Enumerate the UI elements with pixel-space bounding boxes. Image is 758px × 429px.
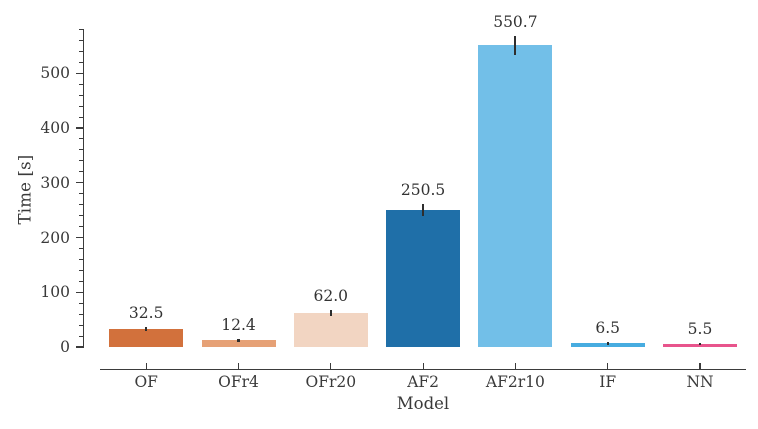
y-minor-tick (79, 83, 83, 85)
y-tick-label: 100 (40, 283, 70, 302)
x-tick-label-AF2r10: AF2r10 (485, 373, 545, 391)
x-tick (237, 362, 240, 369)
y-minor-tick (79, 160, 83, 162)
y-minor-tick (79, 258, 83, 260)
y-major-tick (76, 236, 83, 239)
y-tick-label: 500 (40, 64, 70, 83)
x-tick-label-OFr4: OFr4 (218, 373, 259, 391)
x-tick (422, 362, 424, 369)
error-bar-OFr20 (329, 309, 332, 317)
x-tick-label-AF2: AF2 (407, 373, 439, 391)
x-tick (330, 362, 332, 369)
bar-OF (109, 329, 184, 347)
x-tick (514, 362, 517, 369)
y-major-tick (76, 182, 83, 184)
x-tick-label-IF: IF (599, 373, 617, 391)
y-minor-tick (79, 302, 83, 304)
error-bar-AF2 (422, 203, 425, 216)
y-tick-label: 0 (60, 338, 70, 356)
y-major-tick (76, 72, 83, 74)
y-minor-tick (79, 39, 83, 41)
y-minor-tick (79, 313, 83, 315)
y-minor-tick (79, 269, 83, 271)
value-label-NN: 5.5 (687, 320, 713, 339)
bar-OFr20 (293, 313, 368, 347)
bar-OFr4 (201, 340, 276, 347)
x-axis-spine (100, 368, 746, 370)
y-minor-tick (79, 226, 83, 228)
x-tick (699, 362, 701, 369)
y-minor-tick (79, 324, 83, 326)
y-minor-tick (79, 116, 83, 118)
y-minor-tick (79, 94, 83, 96)
bar-IF (570, 343, 645, 347)
y-minor-tick (79, 50, 83, 52)
y-major-tick (76, 346, 83, 348)
x-tick-label-NN: NN (686, 373, 714, 391)
y-major-tick (76, 127, 83, 129)
y-major-tick (76, 291, 83, 293)
y-tick-label: 300 (40, 173, 70, 192)
x-axis-title: Model (396, 394, 450, 413)
value-label-OF: 32.5 (128, 304, 164, 323)
x-tick-label-OFr20: OFr20 (305, 373, 357, 391)
y-tick-label: 200 (40, 228, 70, 247)
y-minor-tick (79, 193, 83, 195)
error-bar-NN (698, 343, 702, 345)
y-axis-spine (83, 29, 85, 348)
y-minor-tick (79, 171, 83, 173)
error-bar-OFr4 (237, 338, 240, 342)
y-minor-tick (79, 105, 83, 107)
y-minor-tick (79, 280, 83, 282)
bar-AF2r10 (478, 45, 553, 347)
value-label-AF2: 250.5 (400, 180, 446, 199)
y-minor-tick (79, 247, 83, 249)
y-minor-tick (79, 28, 83, 30)
y-tick-label: 400 (40, 119, 70, 137)
bar-AF2 (386, 209, 461, 347)
value-label-OFr4: 12.4 (221, 315, 256, 334)
x-tick (145, 362, 147, 369)
y-minor-tick (79, 61, 83, 63)
y-minor-tick (79, 149, 83, 151)
value-label-OFr20: 62.0 (313, 286, 349, 305)
y-minor-tick (79, 335, 83, 337)
y-minor-tick (79, 215, 83, 217)
value-label-IF: 6.5 (595, 319, 621, 338)
y-minor-tick (79, 204, 83, 206)
error-bar-AF2r10 (514, 35, 517, 56)
value-label-AF2r10: 550.7 (493, 12, 538, 31)
x-tick (607, 362, 609, 369)
y-minor-tick (79, 138, 83, 140)
x-tick-label-OF: OF (134, 373, 158, 391)
error-bar-OF (145, 327, 148, 332)
error-bar-IF (606, 342, 609, 345)
bar-NN (663, 343, 737, 347)
